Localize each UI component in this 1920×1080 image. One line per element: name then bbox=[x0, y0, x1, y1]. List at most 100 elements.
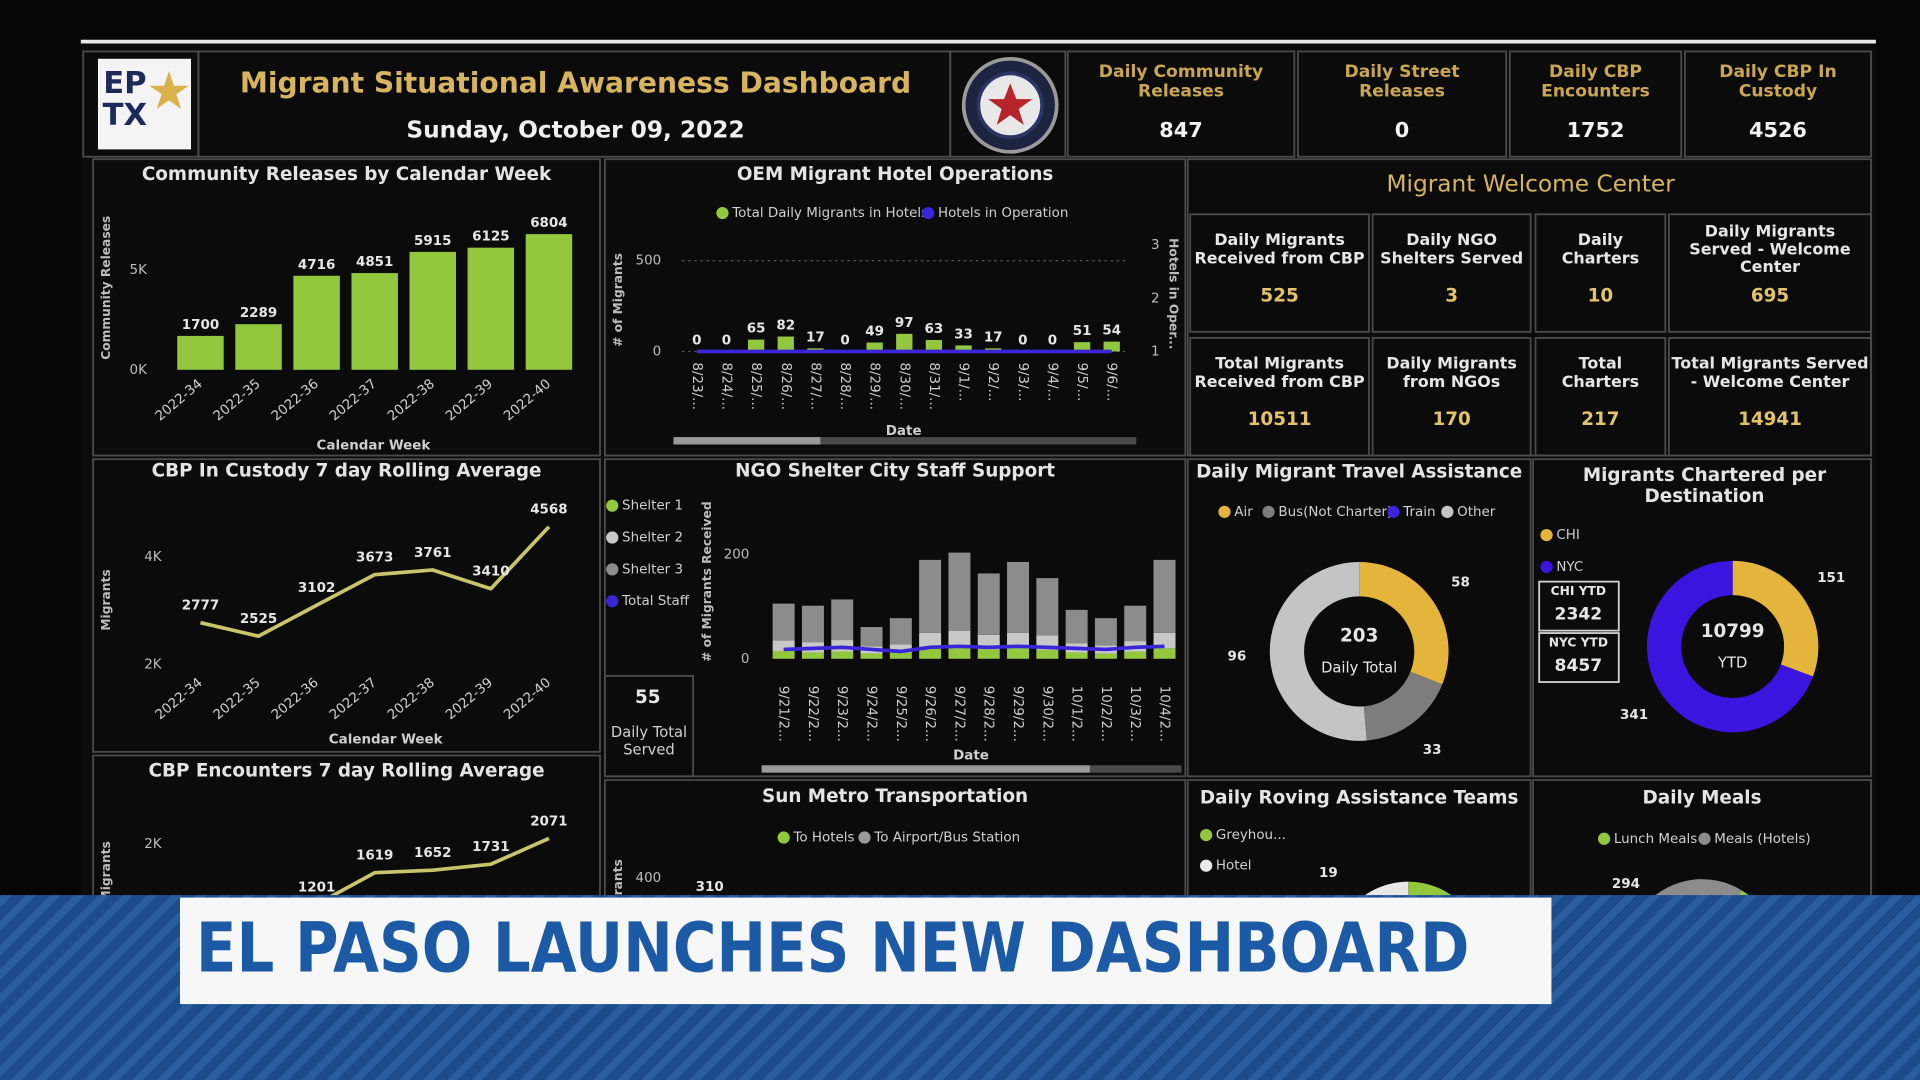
legend-label: Hotels in Operation bbox=[938, 206, 1068, 221]
chart-title: Daily Roving Assistance Teams bbox=[1199, 786, 1519, 809]
card-label: Daily NGO Shelters Served bbox=[1380, 231, 1524, 269]
legend-swatch bbox=[858, 831, 871, 844]
bar bbox=[525, 234, 573, 370]
kpi-value: 0 bbox=[1395, 118, 1409, 142]
y-tick-label: 500 bbox=[636, 254, 662, 269]
legend-swatch bbox=[1540, 528, 1553, 542]
data-label: 1619 bbox=[356, 849, 393, 864]
y-tick-label: 1 bbox=[1151, 344, 1160, 359]
bar bbox=[1094, 618, 1117, 646]
data-label: 3673 bbox=[356, 551, 393, 566]
chart-title: Community Releases by Calendar Week bbox=[141, 163, 552, 186]
y-tick-label: 0K bbox=[130, 363, 149, 378]
x-tick-label: 8/25/... bbox=[748, 362, 763, 410]
data-label: 51 bbox=[1073, 324, 1092, 339]
data-label: 3761 bbox=[414, 546, 451, 561]
dashboard-title: Migrant Situational Awareness Dashboard bbox=[240, 66, 911, 99]
panel-border bbox=[1534, 337, 1667, 457]
card-value: 14941 bbox=[1738, 409, 1802, 430]
bar bbox=[977, 573, 1000, 635]
bar bbox=[889, 652, 912, 659]
legend-label: Total Staff bbox=[621, 594, 690, 609]
kpi-label-box: Daily Street Releases bbox=[1344, 62, 1459, 101]
bar bbox=[235, 324, 282, 370]
x-tick-label: 9/1/... bbox=[956, 362, 971, 401]
y2-axis-label: Hotels in Oper... bbox=[1167, 238, 1181, 349]
bar bbox=[1065, 609, 1088, 644]
legend-swatch bbox=[1200, 859, 1213, 872]
x-tick-label: 9/29/2... bbox=[1010, 686, 1025, 742]
logo-star bbox=[149, 71, 189, 109]
x-tick-label: 9/24/2... bbox=[864, 686, 879, 742]
donut-slice bbox=[1269, 562, 1367, 741]
x-tick-label: 8/26/... bbox=[778, 362, 793, 410]
bar bbox=[351, 273, 398, 370]
chart-title: CBP In Custody 7 day Rolling Average bbox=[151, 459, 542, 482]
y-tick-label: 400 bbox=[636, 871, 662, 886]
center-value: 10799 bbox=[1701, 621, 1765, 642]
data-label: 341 bbox=[1620, 708, 1648, 723]
kpi-label-box: Daily CBP Encounters bbox=[1541, 62, 1650, 101]
data-label: 4851 bbox=[356, 255, 393, 270]
data-label: 1652 bbox=[414, 846, 451, 861]
bar bbox=[777, 336, 794, 352]
data-label: 65 bbox=[747, 322, 766, 337]
bar bbox=[1153, 559, 1176, 633]
y-axis-label: # of Migrants bbox=[611, 253, 625, 347]
x-axis-label: Calendar Week bbox=[329, 733, 444, 748]
panel-border bbox=[603, 458, 1187, 778]
data-label: 310 bbox=[696, 880, 724, 895]
donut-slice bbox=[1646, 560, 1813, 733]
card-label: Total Charters bbox=[1561, 355, 1640, 392]
panel-border bbox=[1189, 213, 1370, 333]
y-tick-label: 0 bbox=[741, 652, 750, 667]
bar bbox=[925, 339, 943, 352]
card-label-box: Total Charters bbox=[1561, 355, 1640, 392]
legend-swatch bbox=[1262, 505, 1275, 518]
card-value: 170 bbox=[1432, 409, 1470, 430]
panel-border bbox=[92, 458, 601, 753]
banner-headline: EL PASO LAUNCHES NEW DASHBOARD bbox=[196, 909, 1469, 989]
legend-swatch bbox=[1540, 560, 1553, 574]
panel-border bbox=[1668, 337, 1872, 457]
data-label: 0 bbox=[1018, 333, 1027, 348]
data-label: 33 bbox=[1423, 743, 1442, 758]
panel-border bbox=[1297, 50, 1508, 158]
x-tick-label: 9/2/... bbox=[985, 362, 1000, 401]
ytd-box bbox=[1538, 632, 1620, 683]
data-label: 0 bbox=[840, 333, 849, 348]
logo: EP TX bbox=[97, 58, 192, 150]
x-tick-label: 8/28/... bbox=[837, 362, 852, 410]
card-label-box: Daily Migrants from NGOs bbox=[1386, 355, 1517, 392]
x-tick-label: 8/24/... bbox=[718, 362, 733, 410]
chart-title-box: OEM Migrant Hotel Operations bbox=[737, 164, 1054, 185]
x-tick-label: 8/30/... bbox=[896, 362, 911, 410]
data-label: 97 bbox=[895, 316, 914, 331]
legend-swatch bbox=[716, 206, 729, 220]
data-label: 3102 bbox=[298, 581, 335, 596]
bar bbox=[177, 335, 224, 370]
donut-slice bbox=[1363, 671, 1443, 741]
bar bbox=[1153, 648, 1176, 659]
y-tick-label: 5K bbox=[130, 263, 149, 278]
card-label-box: Daily Total Served bbox=[611, 724, 687, 758]
legend-label: NYC bbox=[1556, 560, 1583, 575]
chart-title-box: Migrants Chartered per Destination bbox=[1583, 464, 1826, 506]
chart-title: Daily Meals bbox=[1642, 786, 1762, 809]
data-label: 1201 bbox=[298, 880, 335, 895]
data-label: 1700 bbox=[182, 318, 219, 333]
card-label-box: Total Migrants Served - Welcome Center bbox=[1672, 355, 1869, 392]
kpi-value: 847 bbox=[1159, 118, 1202, 142]
data-label: 6125 bbox=[472, 230, 509, 245]
bar bbox=[1073, 342, 1091, 352]
x-tick-label: 9/30/2... bbox=[1039, 686, 1054, 742]
data-label: 96 bbox=[1227, 650, 1246, 665]
bar bbox=[860, 627, 883, 647]
donut-slice bbox=[1732, 560, 1819, 677]
x-tick-label: 9/25/2... bbox=[893, 686, 908, 742]
legend-label: Total Daily Migrants in Hotels bbox=[731, 206, 928, 221]
legend-label: Other bbox=[1457, 505, 1496, 520]
data-label: 2071 bbox=[530, 814, 567, 829]
card-value: 695 bbox=[1751, 285, 1789, 306]
